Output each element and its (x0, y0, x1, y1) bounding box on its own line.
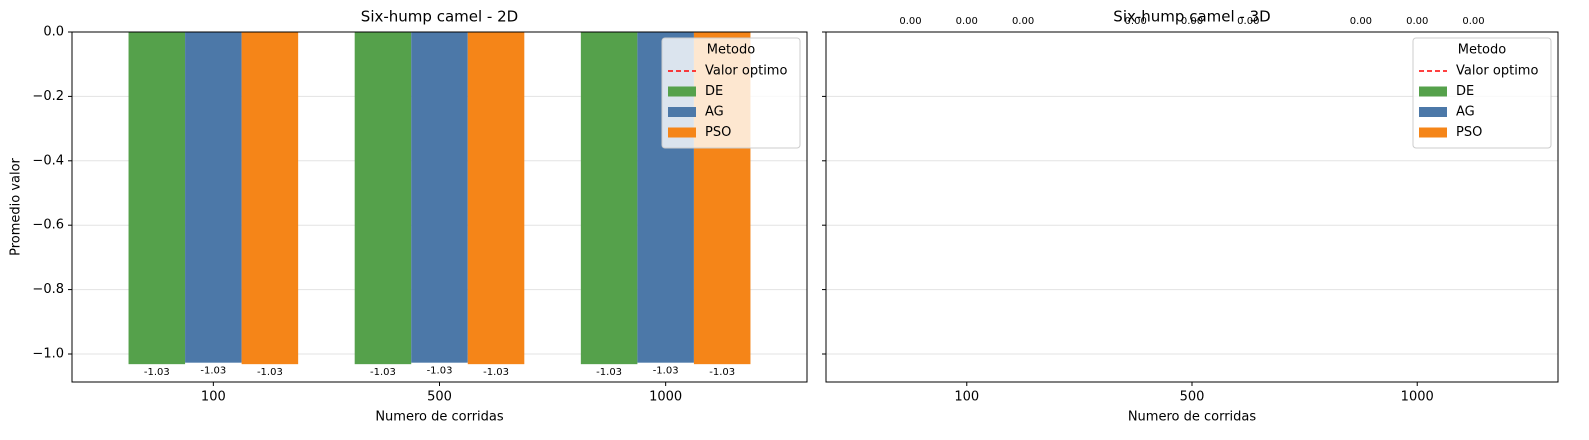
value-label: -1.03 (483, 367, 509, 378)
legend-swatch (1419, 86, 1447, 97)
value-label: -1.03 (257, 367, 283, 378)
value-label: -1.03 (596, 367, 622, 378)
y-axis-label: Promedio valor (9, 157, 24, 255)
legend-label: Valor optimo (1456, 64, 1538, 79)
value-label: -1.03 (370, 367, 396, 378)
legend-label: Valor optimo (705, 64, 787, 79)
legend-box (661, 37, 801, 149)
bar (411, 32, 468, 363)
axes-frame (825, 31, 1559, 383)
bar (241, 32, 299, 365)
legend-swatch (1419, 107, 1447, 117)
legend-box (1412, 37, 1552, 149)
legend-title: Metodo (707, 43, 756, 58)
x-tick-label: 500 (427, 390, 452, 405)
legend-label: AG (1456, 105, 1475, 120)
value-label: 0.00 (1125, 16, 1147, 27)
legend-label: PSO (1456, 125, 1482, 140)
value-label: 0.00 (1462, 16, 1484, 27)
legend-label: PSO (705, 125, 731, 140)
x-tick-label: 1000 (649, 390, 682, 405)
value-label: -1.03 (427, 366, 453, 377)
chart: 0.00 0.00 0.00 0.00 0.00 0.00 0.00 0.00 0.00 100 5… (822, 8, 1559, 425)
legend-title: Metodo (1458, 43, 1507, 58)
legend-swatch (668, 127, 696, 138)
y-tick-label: −0.2 (32, 89, 64, 104)
x-tick-label: 100 (954, 390, 979, 405)
value-label: 0.00 (1012, 16, 1034, 27)
y-tick-label: −0.4 (32, 153, 64, 168)
bar (354, 32, 412, 365)
bar (467, 32, 525, 365)
legend-label: DE (1456, 84, 1474, 99)
chart-title: Six-hump camel - 3D (1113, 8, 1270, 26)
value-label: -1.03 (200, 366, 226, 377)
value-label: -1.03 (653, 366, 679, 377)
value-label: 0.00 (956, 16, 978, 27)
y-tick-label: 0.0 (43, 25, 64, 40)
x-axis-label: Numero de corridas (375, 410, 504, 425)
legend-swatch (668, 86, 696, 97)
value-label: 0.00 (899, 16, 921, 27)
bar (185, 32, 242, 363)
x-tick-label: 100 (201, 390, 226, 405)
value-label: 0.00 (1350, 16, 1372, 27)
x-axis-label: Numero de corridas (1128, 410, 1257, 425)
chart-title: Six-hump camel - 2D (361, 8, 518, 26)
value-label: 0.00 (1181, 16, 1203, 27)
value-label: -1.03 (709, 367, 735, 378)
value-label: 0.00 (1237, 16, 1259, 27)
y-tick-label: −0.8 (32, 282, 64, 297)
bar (128, 32, 186, 365)
bar (580, 32, 638, 365)
value-label: 0.00 (1406, 16, 1428, 27)
chart: 0.0 −0.2 −0.4 −0.6 −0.8 −1.0 -1.03 -1.03 -1.03 -1… (9, 8, 808, 425)
x-tick-label: 1000 (1401, 390, 1434, 405)
legend-label: DE (705, 84, 723, 99)
value-label: -1.03 (144, 367, 170, 378)
legend-label: AG (705, 105, 724, 120)
legend-swatch (668, 107, 696, 117)
legend-swatch (1419, 127, 1447, 138)
y-tick-label: −0.6 (32, 218, 64, 233)
x-tick-label: 500 (1180, 390, 1205, 405)
y-tick-label: −1.0 (32, 346, 64, 361)
axes-frame (71, 31, 808, 383)
